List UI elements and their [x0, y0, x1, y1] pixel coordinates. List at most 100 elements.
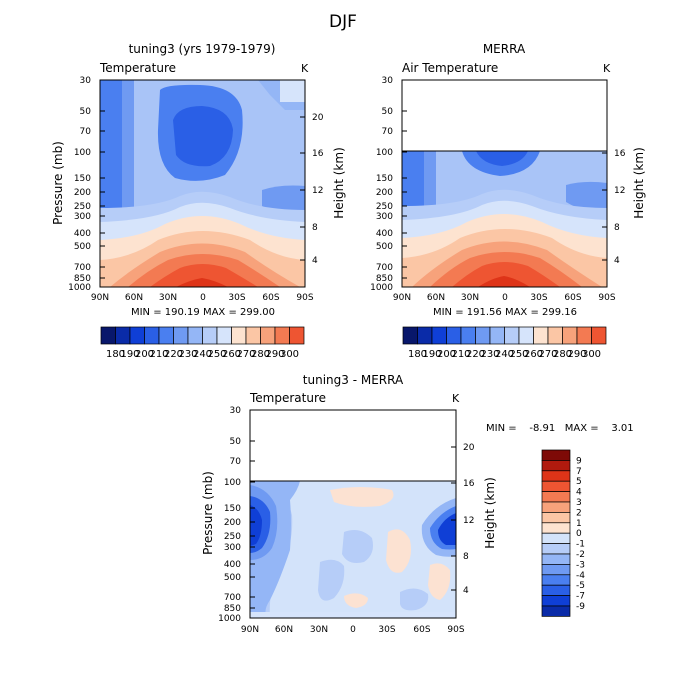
panel-merra: MERRA Air Temperature K 30 50 — [370, 42, 646, 360]
colorbar-swatch — [541, 543, 571, 555]
colorbar-label: -7 — [576, 592, 585, 602]
y-tick-label: 200 — [376, 188, 393, 198]
y-tick-label: 200 — [224, 518, 241, 528]
panel-difference: tuning3 - MERRA Temperature K 30 — [201, 373, 634, 635]
x-tick-label: 90N — [393, 293, 411, 303]
y-tick-label: 100 — [224, 478, 241, 488]
colorbar-label: -9 — [576, 602, 585, 612]
y-axis-title: Pressure (mb) — [51, 141, 65, 225]
colorbar-label: -3 — [576, 560, 585, 570]
y-tick-label: 1000 — [370, 283, 393, 293]
panel-tuning3: tuning3 (yrs 1979-1979) Temperature K 30 — [51, 42, 346, 360]
colorbar-swatch — [144, 326, 160, 345]
x-tick-label: 60N — [427, 293, 445, 303]
colorbar-swatch — [541, 480, 571, 492]
y-tick-label: 400 — [376, 229, 393, 239]
y2-axis-title: Height (km) — [332, 147, 346, 218]
left-axis-ticks: 30 50 70 100 150 200 250 300 400 500 700… — [370, 76, 407, 293]
height-tick-label: 20 — [312, 113, 324, 123]
colorbar-swatch — [533, 326, 549, 345]
colorbar-swatch — [489, 326, 505, 345]
y-tick-label: 500 — [376, 242, 393, 252]
colorbar-swatch — [541, 574, 571, 586]
y-tick-label: 150 — [224, 504, 241, 514]
x-tick-label: 30N — [461, 293, 479, 303]
stats-label: MIN = -8.91 MAX = 3.01 — [486, 423, 634, 434]
y-tick-label: 70 — [80, 127, 92, 137]
colorbar-swatch — [591, 326, 607, 345]
panel-title: MERRA — [483, 42, 526, 56]
left-axis-ticks: 30 50 70 100 150 200 250 300 400 500 700… — [218, 406, 255, 624]
colorbar-label: 260 — [222, 349, 241, 360]
y-tick-label: 30 — [230, 406, 242, 416]
colorbar-label: -4 — [576, 571, 585, 581]
colorbar-label: 5 — [576, 477, 582, 487]
y-tick-label: 700 — [376, 263, 393, 273]
panel-title: tuning3 - MERRA — [303, 373, 404, 387]
colorbar-label: 1 — [576, 519, 582, 529]
colorbar-label: 7 — [576, 467, 582, 477]
colorbar-label: 2 — [576, 508, 582, 518]
stats-label: MIN = 191.56 MAX = 299.16 — [433, 307, 577, 318]
colorbar-label: 190 — [120, 349, 139, 360]
colorbar-label: 230 — [480, 349, 499, 360]
panel-title: tuning3 (yrs 1979-1979) — [129, 42, 276, 56]
colorbar-swatch — [541, 449, 571, 461]
right-axis-ticks: 16 12 8 4 — [602, 149, 626, 266]
y-tick-label: 50 — [230, 437, 242, 447]
colorbar-label: 200 — [135, 349, 154, 360]
colorbar-swatch — [576, 326, 592, 345]
colorbar-swatch — [115, 326, 131, 345]
stats-label: MIN = 190.19 MAX = 299.00 — [131, 307, 275, 318]
colorbar-label: 200 — [437, 349, 456, 360]
x-axis-ticks: 90N 60N 30N 0 30S 60S 90S — [241, 625, 465, 635]
y-tick-label: 850 — [224, 604, 241, 614]
y-axis-title: Pressure (mb) — [201, 471, 215, 555]
temperature-difference-field — [250, 481, 456, 618]
colorbar-swatch — [187, 326, 203, 345]
right-axis-ticks: 20 16 12 8 4 — [300, 113, 324, 266]
variable-label: Temperature — [249, 391, 326, 405]
y-tick-label: 850 — [376, 274, 393, 284]
colorbar-label: 220 — [466, 349, 485, 360]
variable-label: Temperature — [99, 61, 176, 75]
colorbar-swatch — [547, 326, 563, 345]
colorbar-label: 210 — [451, 349, 470, 360]
units-label: K — [603, 62, 611, 75]
colorbar-swatch — [541, 491, 571, 503]
x-tick-label: 30S — [530, 293, 547, 303]
y-tick-label: 70 — [382, 127, 394, 137]
height-tick-label: 4 — [312, 256, 318, 266]
colorbar-label: 250 — [207, 349, 226, 360]
x-tick-label: 0 — [350, 625, 356, 635]
colorbar-swatch — [289, 326, 305, 345]
x-tick-label: 90N — [241, 625, 259, 635]
height-tick-label: 8 — [312, 223, 318, 233]
y-tick-label: 1000 — [68, 283, 91, 293]
height-tick-label: 12 — [463, 516, 474, 526]
x-tick-label: 90S — [447, 625, 464, 635]
colorbar-label: -2 — [576, 550, 585, 560]
colorbar-label: 290 — [567, 349, 586, 360]
colorbar-label: 180 — [408, 349, 427, 360]
y-tick-label: 70 — [230, 457, 242, 467]
y2-axis-title: Height (km) — [483, 477, 497, 548]
x-tick-label: 60S — [262, 293, 279, 303]
colorbar-label: 300 — [280, 349, 299, 360]
colorbar-label: 290 — [265, 349, 284, 360]
colorbar-swatch — [518, 326, 534, 345]
colorbar-swatch — [158, 326, 174, 345]
height-tick-label: 16 — [463, 479, 475, 489]
x-axis-ticks: 90N 60N 30N 0 30S 60S 90S — [393, 293, 616, 303]
height-tick-label: 20 — [463, 443, 475, 453]
colorbar-swatch — [446, 326, 462, 345]
x-tick-label: 90S — [296, 293, 313, 303]
colorbar-swatch — [504, 326, 520, 345]
colorbar-label: -5 — [576, 581, 585, 591]
colorbar-swatch — [231, 326, 247, 345]
x-tick-label: 30N — [310, 625, 328, 635]
height-tick-label: 12 — [614, 186, 625, 196]
x-tick-label: 60N — [275, 625, 293, 635]
